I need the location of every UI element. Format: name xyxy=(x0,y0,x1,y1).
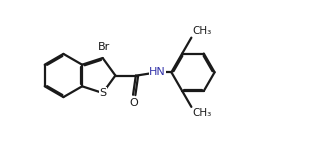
Text: HN: HN xyxy=(149,67,166,77)
Text: CH₃: CH₃ xyxy=(193,26,212,36)
Text: CH₃: CH₃ xyxy=(193,108,212,118)
Text: O: O xyxy=(130,98,139,108)
Text: S: S xyxy=(99,88,106,98)
Text: Br: Br xyxy=(98,42,110,52)
